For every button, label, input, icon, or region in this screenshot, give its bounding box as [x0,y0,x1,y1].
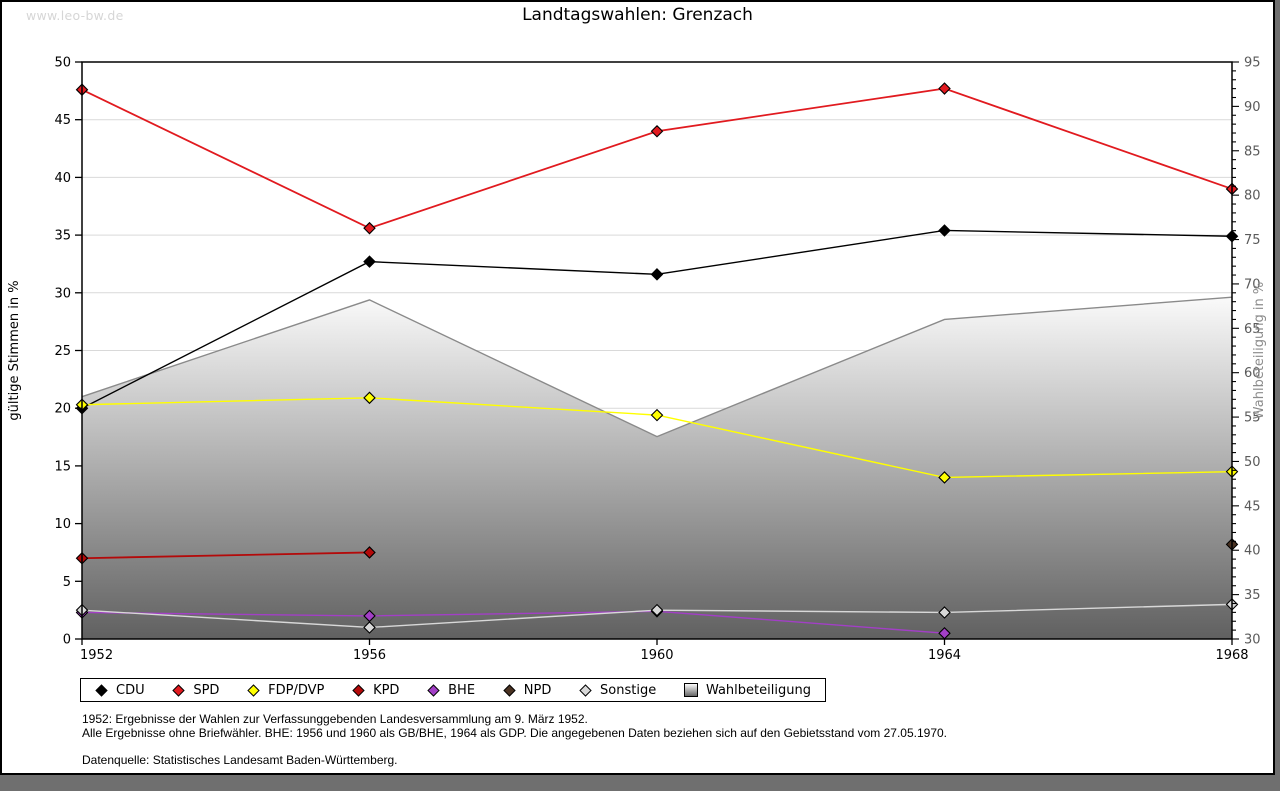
legend-label: Wahlbeteiligung [705,682,811,698]
svg-text:60: 60 [1244,366,1261,381]
legend-item-kpd: KPD [352,683,399,698]
svg-text:80: 80 [1244,189,1261,204]
svg-text:Wahlbeteiligung in %: Wahlbeteiligung in % [1252,282,1267,419]
legend-item-wahlbeteiligung: Wahlbeteiligung [683,682,811,698]
svg-text:15: 15 [54,459,71,474]
svg-text:0: 0 [63,633,71,648]
chart-canvas: www.leo-bw.de Landtagswahlen: Grenzach 0… [0,0,1275,775]
plot-area: 0 5 10 15 20 25 30 35 40 45 50 30 35 40 45 50 55 60 65 70 75… [7,56,1267,664]
svg-text:gültige Stimmen in %: gültige Stimmen in % [7,280,22,420]
legend-item-spd: SPD [172,683,219,698]
diamond-icon [579,683,592,697]
svg-text:1968: 1968 [1215,648,1248,663]
svg-text:10: 10 [54,517,71,532]
turnout-gradient-swatch-icon [683,683,698,697]
svg-text:75: 75 [1244,233,1261,248]
data-source: Datenquelle: Statistisches Landesamt Bad… [82,753,398,767]
svg-text:65: 65 [1244,322,1261,337]
legend: CDU SPD FDP/DVP KPD BHE NPD Sonstige Wahlbeteil… [80,678,826,702]
svg-text:35: 35 [54,229,71,244]
legend-label: KPD [373,682,400,698]
svg-text:45: 45 [54,113,71,128]
legend-label: FDP/DVP [268,682,325,698]
legend-item-cdu: CDU [95,683,145,698]
svg-text:30: 30 [54,286,71,301]
legend-label: NPD [523,682,552,698]
legend-item-npd: NPD [503,682,552,698]
diamond-icon [352,683,365,697]
svg-text:45: 45 [1244,499,1261,514]
svg-text:70: 70 [1244,277,1261,292]
svg-text:1964: 1964 [928,648,961,663]
watermark: www.leo-bw.de [26,8,124,23]
svg-text:40: 40 [1244,544,1261,559]
diamond-icon [247,683,260,697]
svg-text:1952: 1952 [80,648,113,663]
svg-text:40: 40 [54,171,71,186]
diamond-icon [95,683,108,697]
footnote-2: Alle Ergebnisse ohne Briefwähler. BHE: 1… [82,726,948,740]
legend-label: BHE [448,682,476,698]
legend-label: CDU [116,682,145,698]
svg-text:25: 25 [54,344,71,359]
svg-text:95: 95 [1244,56,1261,71]
svg-text:50: 50 [1244,455,1261,470]
svg-text:35: 35 [1244,588,1261,603]
footnote-1: 1952: Ergebnisse der Wahlen zur Verfassu… [82,712,588,726]
legend-label: Sonstige [600,682,657,698]
legend-item-sonstige: Sonstige [579,683,656,698]
svg-text:55: 55 [1244,411,1261,426]
legend-item-fdp-dvp: FDP/DVP [247,683,324,698]
legend-label: SPD [193,682,220,698]
svg-text:30: 30 [1244,633,1261,648]
svg-text:20: 20 [54,402,71,417]
svg-text:1956: 1956 [353,648,386,663]
diamond-icon [172,683,186,697]
diamond-icon [427,683,440,697]
svg-text:1960: 1960 [640,648,673,663]
svg-text:5: 5 [63,575,71,590]
chart-title: Landtagswahlen: Grenzach [522,5,753,25]
diamond-icon [503,683,516,697]
svg-text:50: 50 [54,56,71,71]
svg-text:90: 90 [1244,100,1261,115]
legend-item-bhe: BHE [427,683,475,698]
svg-text:85: 85 [1244,144,1261,159]
